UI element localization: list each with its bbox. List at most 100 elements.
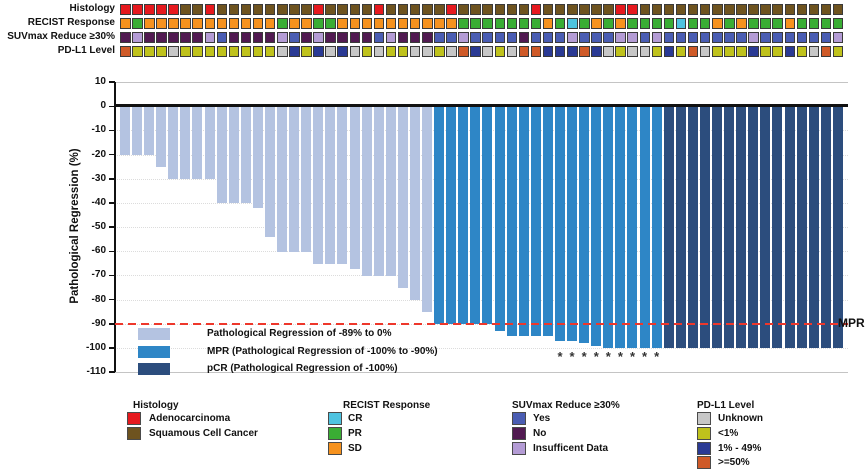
waterfall-bar <box>651 106 662 349</box>
track-label-recist: RECIST Response <box>27 17 115 28</box>
track-cell-recist <box>289 18 300 29</box>
track-cell-pdl1 <box>192 46 203 57</box>
legend-swatch <box>127 412 141 425</box>
waterfall-bar <box>494 106 505 332</box>
track-cell-pdl1 <box>506 46 518 57</box>
track-cell-suvmax <box>325 32 336 43</box>
y-tick-mark <box>109 226 115 228</box>
track-cell-recist <box>579 18 590 29</box>
track-cell-suvmax <box>772 32 783 43</box>
y-tick-label: -10 <box>91 124 106 136</box>
legend-swatch <box>697 427 711 440</box>
track-cell-pdl1 <box>772 46 783 57</box>
track-cell-pdl1 <box>216 46 228 57</box>
track-cell-histology <box>808 4 820 15</box>
track-cell-suvmax <box>651 32 663 43</box>
track-cell-recist <box>434 18 445 29</box>
waterfall-bar <box>337 106 348 264</box>
track-cell-suvmax <box>301 32 312 43</box>
track-cell-suvmax <box>216 32 228 43</box>
legend-swatch <box>697 456 711 469</box>
legend-swatch-regression <box>138 328 170 340</box>
y-tick-mark <box>109 347 115 349</box>
track-cell-recist <box>808 18 820 29</box>
track-cell-recist <box>627 18 638 29</box>
legend-group-title: PD-L1 Level <box>697 400 755 411</box>
track-cell-recist <box>663 18 675 29</box>
track-cell-histology <box>506 4 518 15</box>
track-cell-recist <box>506 18 518 29</box>
mpr-threshold-line <box>115 322 848 325</box>
waterfall-bar <box>240 106 251 204</box>
track-cell-recist <box>639 18 651 29</box>
track-cell-suvmax <box>663 32 675 43</box>
track-cell-suvmax <box>156 32 167 43</box>
track-cell-suvmax <box>724 32 735 43</box>
legend-swatch <box>697 442 711 455</box>
legend-item-label: No <box>533 428 547 439</box>
track-cell-recist <box>156 18 167 29</box>
asterisk-marker: * <box>617 349 623 364</box>
gridline <box>115 202 848 204</box>
track-cell-suvmax <box>627 32 638 43</box>
track-cell-suvmax <box>373 32 385 43</box>
track-cell-recist <box>651 18 663 29</box>
asterisk-marker: * <box>629 349 636 364</box>
y-tick-mark <box>109 371 115 373</box>
gridline <box>115 178 848 180</box>
track-cell-suvmax <box>349 32 361 43</box>
legend-item-label: Yes <box>533 413 551 424</box>
waterfall-bar <box>663 106 674 349</box>
track-cell-suvmax <box>699 32 711 43</box>
track-cell-pdl1 <box>699 46 711 57</box>
track-cell-suvmax <box>422 32 433 43</box>
track-cell-recist <box>494 18 506 29</box>
annotation-tracks: Histology RECIST Response SUVmax Reduce … <box>0 0 865 64</box>
y-tick-label: -100 <box>85 341 106 353</box>
waterfall-bar <box>760 106 771 349</box>
legend-item-label: Squamous Cell Cancer <box>149 428 258 439</box>
track-cell-histology <box>712 4 723 15</box>
track-cell-pdl1 <box>277 46 288 57</box>
track-cell-suvmax <box>409 32 421 43</box>
gridline <box>115 251 848 253</box>
track-cell-suvmax <box>434 32 445 43</box>
track-cell-suvmax <box>567 32 578 43</box>
track-cell-pdl1 <box>204 46 216 57</box>
track-cell-recist <box>832 18 844 29</box>
track-cell-pdl1 <box>724 46 735 57</box>
track-cell-recist <box>760 18 771 29</box>
track-cell-pdl1 <box>663 46 675 57</box>
track-label-suvmax: SUVmax Reduce ≥30% <box>7 31 115 42</box>
track-cell-suvmax <box>615 32 626 43</box>
track-cell-suvmax <box>144 32 155 43</box>
track-cell-pdl1 <box>675 46 687 57</box>
track-cell-histology <box>663 4 675 15</box>
legend-swatch <box>328 427 342 440</box>
waterfall-bar <box>579 106 590 344</box>
track-cell-histology <box>361 4 373 15</box>
track-cell-histology <box>567 4 578 15</box>
track-cell-suvmax <box>639 32 651 43</box>
track-cell-recist <box>397 18 409 29</box>
track-cell-histology <box>434 4 445 15</box>
track-cell-pdl1 <box>530 46 542 57</box>
track-cell-suvmax <box>675 32 687 43</box>
track-cell-histology <box>204 4 216 15</box>
track-cell-recist <box>530 18 542 29</box>
y-tick-label: -30 <box>91 172 106 184</box>
track-cell-pdl1 <box>784 46 796 57</box>
gridline <box>115 82 848 84</box>
track-cell-suvmax <box>687 32 699 43</box>
waterfall-chart: Pathological Regression (%) 10 0 -10 -20 -30… <box>69 76 865 377</box>
track-cell-recist <box>699 18 711 29</box>
legend-item-label: 1% - 49% <box>718 443 762 454</box>
track-cell-suvmax <box>458 32 469 43</box>
track-cell-histology <box>542 4 554 15</box>
track-cell-recist <box>591 18 602 29</box>
y-tick-mark <box>109 105 115 108</box>
asterisk-marker: * <box>569 349 575 364</box>
track-cell-histology <box>482 4 493 15</box>
track-cell-histology <box>579 4 590 15</box>
waterfall-bar <box>180 106 191 180</box>
